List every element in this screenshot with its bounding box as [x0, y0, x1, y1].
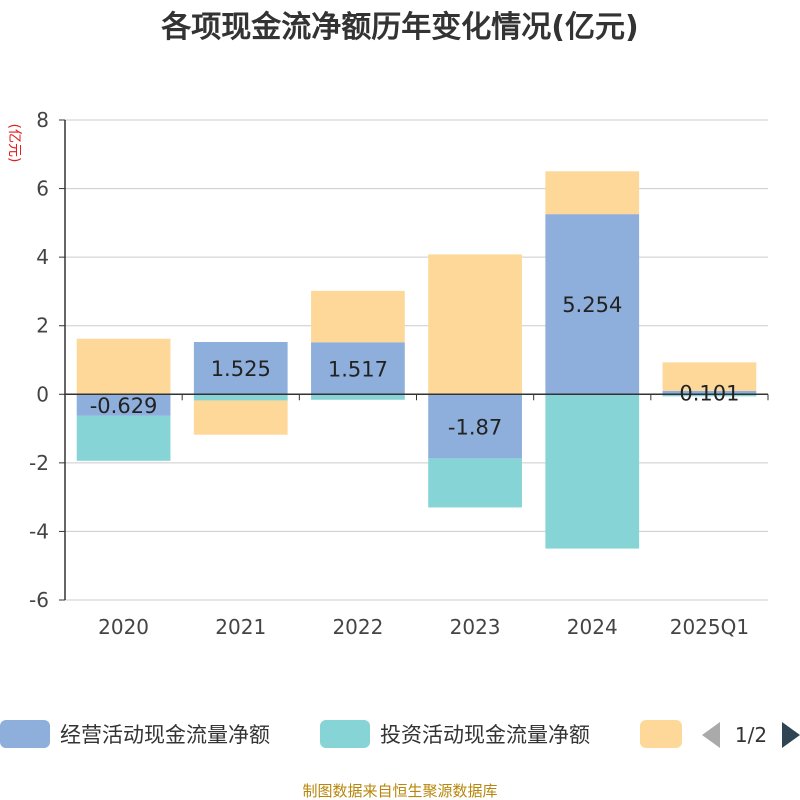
y-axis-unit: (亿元) — [6, 124, 22, 163]
axes — [64, 120, 769, 600]
x-tick-label-2020: 2020 — [98, 615, 149, 639]
y-tick-label: -2 — [29, 451, 49, 475]
bar-series0-2023[interactable] — [428, 394, 522, 459]
y-tick-label: 2 — [36, 314, 49, 338]
data-source: 制图数据来自恒生聚源数据库 — [302, 782, 497, 800]
bar-series2-2021[interactable] — [193, 400, 288, 435]
data-labels: -0.629 1.525 1.517 -1.87 5.254 0.101 — [90, 293, 740, 439]
bars[interactable] — [76, 171, 757, 549]
bar-series2-2023[interactable] — [428, 254, 522, 395]
x-tick-labels: 2020 2021 2022 2023 2024 2025Q1 — [98, 615, 749, 639]
y-tick-label: -4 — [29, 519, 49, 543]
legend-swatch-financing — [640, 720, 682, 748]
bar-series1-2020[interactable] — [76, 415, 171, 461]
x-tick-label-2021: 2021 — [215, 615, 266, 639]
y-tick-label: 8 — [36, 108, 49, 132]
bar-series0-2022[interactable] — [311, 342, 405, 395]
gridlines — [59, 119, 768, 601]
data-label-2021: 1.525 — [211, 357, 271, 381]
bar-series2-2025Q1[interactable] — [662, 362, 757, 391]
y-tick-label: 6 — [36, 177, 49, 201]
y-tick-label: 4 — [36, 245, 49, 269]
bar-series2-2022[interactable] — [311, 290, 405, 343]
bar-series1-2024[interactable] — [545, 394, 640, 549]
bar-series0-2025Q1[interactable] — [662, 390, 757, 395]
legend-prev-page-icon[interactable] — [702, 722, 720, 748]
legend[interactable]: 经营活动现金流量净额 投资活动现金流量净额 1/2 — [0, 720, 800, 748]
bar-series1-2025Q1[interactable] — [662, 394, 757, 397]
legend-label-operating[interactable]: 经营活动现金流量净额 — [60, 723, 270, 747]
bar-series1-2023[interactable] — [428, 458, 522, 508]
legend-label-investing[interactable]: 投资活动现金流量净额 — [380, 723, 590, 747]
y-tick-labels: 8 6 4 2 0 -2 -4 -6 — [29, 108, 49, 612]
y-tick-label: 0 — [36, 382, 49, 406]
bar-series2-2020[interactable] — [76, 338, 171, 395]
legend-page-indicator: 1/2 — [735, 723, 767, 747]
bar-series2-2024[interactable] — [545, 171, 640, 215]
bar-series1-2021[interactable] — [193, 394, 288, 401]
x-tick-label-2025Q1: 2025Q1 — [670, 615, 749, 639]
data-label-2022: 1.517 — [328, 357, 388, 381]
y-tick-label: -6 — [29, 588, 49, 612]
bar-series0-2024[interactable] — [545, 214, 640, 395]
x-tick-label-2024: 2024 — [567, 615, 618, 639]
data-label-2020: -0.629 — [90, 394, 158, 418]
legend-next-page-icon[interactable] — [782, 722, 800, 748]
legend-swatch-investing — [320, 720, 370, 748]
x-tick-label-2022: 2022 — [332, 615, 383, 639]
bar-series1-2022[interactable] — [311, 394, 405, 400]
bar-series0-2021[interactable] — [193, 342, 288, 395]
data-label-2023: -1.87 — [448, 415, 502, 439]
x-tick-label-2023: 2023 — [450, 615, 501, 639]
legend-swatch-operating — [0, 720, 50, 748]
data-label-2025Q1: 0.101 — [679, 382, 739, 406]
bar-series0-2020[interactable] — [76, 394, 171, 416]
data-label-2024: 5.254 — [562, 293, 622, 317]
chart-title: 各项现金流净额历年变化情况(亿元) — [160, 10, 638, 45]
